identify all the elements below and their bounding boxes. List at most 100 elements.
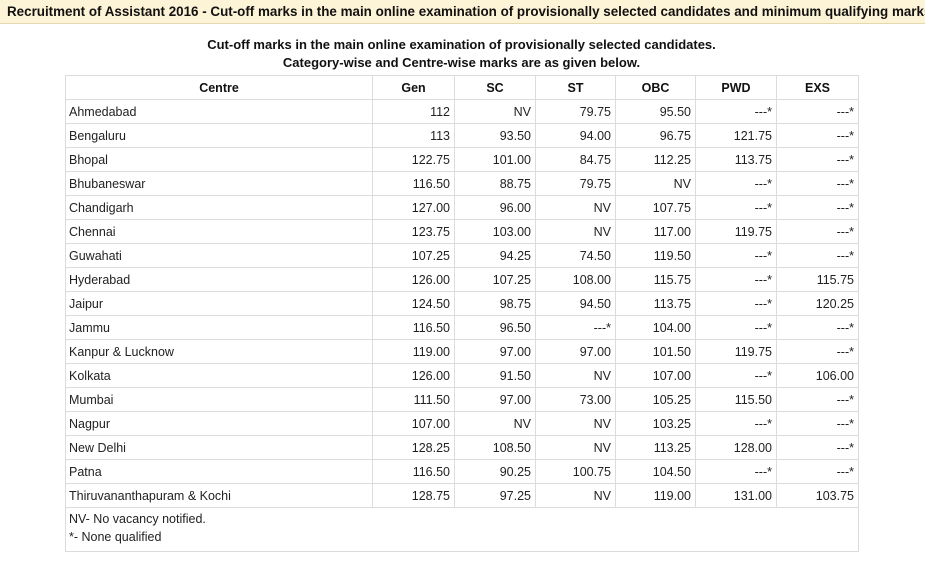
cell-pwd: 121.75 [695, 123, 777, 148]
cell-obc: 117.00 [615, 219, 696, 244]
cell-st: 94.50 [535, 291, 616, 316]
cell-sc: 97.25 [454, 483, 536, 508]
cell-gen: 128.25 [372, 435, 455, 460]
cell-centre: Kanpur & Lucknow [65, 339, 373, 364]
cell-obc: 119.00 [615, 483, 696, 508]
cell-obc: 119.50 [615, 243, 696, 268]
cell-exs: 120.25 [776, 291, 859, 316]
cell-centre: New Delhi [65, 435, 373, 460]
cell-obc: 95.50 [615, 99, 696, 124]
cell-exs: 103.75 [776, 483, 859, 508]
cell-gen: 107.25 [372, 243, 455, 268]
cell-sc: NV [454, 411, 536, 436]
cutoff-marks-table: Centre Gen SC ST OBC PWD EXS Ahmedabad 11… [65, 75, 859, 552]
table-row: Kolkata 126.00 91.50 NV 107.00 ---* 106.00 [65, 363, 859, 388]
notes-row: NV- No vacancy notified. *- None qualifi… [65, 507, 859, 552]
cell-gen: 119.00 [372, 339, 455, 364]
cell-exs: 106.00 [776, 363, 859, 388]
cell-obc: 107.75 [615, 195, 696, 220]
cell-st: 108.00 [535, 267, 616, 292]
cell-obc: 101.50 [615, 339, 696, 364]
note-nv: NV- No vacancy notified. [69, 512, 206, 526]
cell-pwd: ---* [695, 99, 777, 124]
cell-obc: 113.25 [615, 435, 696, 460]
cell-gen: 116.50 [372, 171, 455, 196]
cell-st: NV [535, 195, 616, 220]
cell-centre: Jaipur [65, 291, 373, 316]
cell-st: NV [535, 363, 616, 388]
column-header-st: ST [535, 75, 616, 100]
cell-sc: 107.25 [454, 267, 536, 292]
cell-obc: 103.25 [615, 411, 696, 436]
cell-exs: ---* [776, 339, 859, 364]
cell-obc: 107.00 [615, 363, 696, 388]
cell-obc: 112.25 [615, 147, 696, 172]
cell-gen: 113 [372, 123, 455, 148]
column-header-sc: SC [454, 75, 536, 100]
table-body: Ahmedabad 112 NV 79.75 95.50 ---* ---* Bengalur… [65, 99, 859, 508]
cell-centre: Bengaluru [65, 123, 373, 148]
cell-pwd: 131.00 [695, 483, 777, 508]
cell-gen: 126.00 [372, 363, 455, 388]
cell-st: 74.50 [535, 243, 616, 268]
table-row: Kanpur & Lucknow 119.00 97.00 97.00 101.50 11… [65, 339, 859, 364]
cell-pwd: 119.75 [695, 219, 777, 244]
cell-centre: Mumbai [65, 387, 373, 412]
cell-sc: 88.75 [454, 171, 536, 196]
cell-st: 73.00 [535, 387, 616, 412]
cell-sc: 97.00 [454, 339, 536, 364]
cell-centre: Nagpur [65, 411, 373, 436]
cell-centre: Bhubaneswar [65, 171, 373, 196]
note-none-qualified: *- None qualified [69, 530, 162, 544]
cell-centre: Chennai [65, 219, 373, 244]
cell-centre: Kolkata [65, 363, 373, 388]
cell-pwd: 119.75 [695, 339, 777, 364]
table-row: Guwahati 107.25 94.25 74.50 119.50 ---* ---* [65, 243, 859, 268]
cell-exs: ---* [776, 123, 859, 148]
table-row: Nagpur 107.00 NV NV 103.25 ---* ---* [65, 411, 859, 436]
table-subtitle-line-1: Cut-off marks in the main online examina… [207, 37, 716, 52]
cell-obc: 115.75 [615, 267, 696, 292]
cell-sc: 97.00 [454, 387, 536, 412]
cell-centre: Chandigarh [65, 195, 373, 220]
cell-st: 79.75 [535, 171, 616, 196]
cell-obc: 105.25 [615, 387, 696, 412]
cell-obc: 104.50 [615, 459, 696, 484]
cell-st: 100.75 [535, 459, 616, 484]
cell-st: NV [535, 435, 616, 460]
cell-pwd: ---* [695, 363, 777, 388]
cell-centre: Bhopal [65, 147, 373, 172]
cell-st: ---* [535, 315, 616, 340]
table-row: Hyderabad 126.00 107.25 108.00 115.75 ---* 115… [65, 267, 859, 292]
table-row: Bhubaneswar 116.50 88.75 79.75 NV ---* ---* [65, 171, 859, 196]
cell-centre: Jammu [65, 315, 373, 340]
cell-exs: ---* [776, 243, 859, 268]
page-title: Recruitment of Assistant 2016 - Cut-off … [0, 0, 925, 24]
cell-exs: ---* [776, 219, 859, 244]
cell-sc: 108.50 [454, 435, 536, 460]
table-subtitle-line-2: Category-wise and Centre-wise marks are … [282, 55, 641, 70]
cell-exs: ---* [776, 459, 859, 484]
cell-sc: 96.00 [454, 195, 536, 220]
cell-pwd: ---* [695, 267, 777, 292]
cell-st: NV [535, 483, 616, 508]
cell-obc: 96.75 [615, 123, 696, 148]
cell-obc: NV [615, 171, 696, 196]
cell-sc: 98.75 [454, 291, 536, 316]
cell-sc: 96.50 [454, 315, 536, 340]
cell-centre: Guwahati [65, 243, 373, 268]
cell-st: NV [535, 411, 616, 436]
table-row: Chennai 123.75 103.00 NV 117.00 119.75 ---* [65, 219, 859, 244]
cell-exs: ---* [776, 411, 859, 436]
cell-gen: 127.00 [372, 195, 455, 220]
cell-st: 94.00 [535, 123, 616, 148]
table-header-row: Centre Gen SC ST OBC PWD EXS [65, 75, 859, 100]
cell-centre: Patna [65, 459, 373, 484]
cell-st: 84.75 [535, 147, 616, 172]
cell-exs: ---* [776, 387, 859, 412]
cell-sc: NV [454, 99, 536, 124]
column-header-pwd: PWD [695, 75, 777, 100]
cell-exs: ---* [776, 147, 859, 172]
cell-pwd: 115.50 [695, 387, 777, 412]
cell-exs: ---* [776, 171, 859, 196]
